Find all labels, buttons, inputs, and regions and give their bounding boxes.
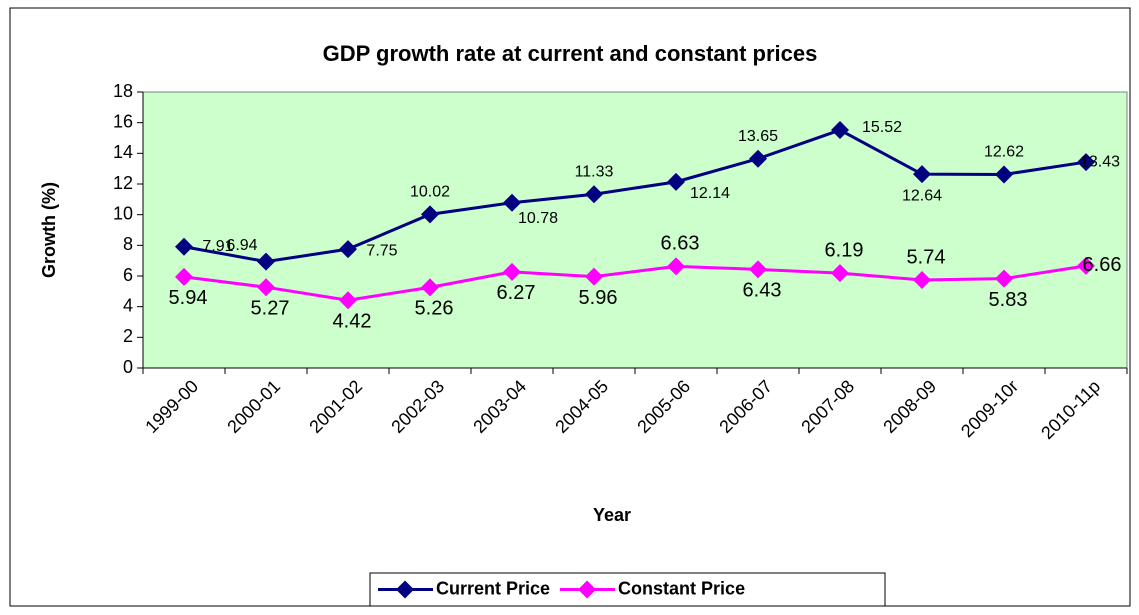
x-axis-title: Year [593,505,631,525]
point-marker [1077,153,1095,172]
point-marker [995,165,1013,184]
data-label: 6.43 [743,280,782,302]
data-label: 5.26 [415,298,454,320]
y-tick-label: 16 [113,111,133,131]
point-marker [831,121,849,140]
data-label: 6.66 [1083,254,1122,276]
point-marker [421,205,439,224]
point-marker [339,240,357,259]
point-marker [175,267,193,286]
data-label: 6.27 [497,282,536,304]
legend-label: Constant Price [618,578,745,598]
data-label: 7.91 [202,238,233,255]
y-tick-label: 14 [113,142,133,162]
y-tick-label: 8 [123,234,133,254]
y-tick-label: 0 [123,357,133,377]
data-label: 5.27 [251,297,290,319]
y-tick-label: 2 [123,326,133,346]
y-tick-label: 6 [123,265,133,285]
point-marker [585,267,603,286]
legend-marker [396,580,414,599]
data-label: 6.19 [825,239,864,261]
point-marker [503,262,521,281]
data-label: 5.94 [169,287,208,309]
point-marker [667,257,685,276]
data-label: 7.75 [366,242,397,259]
legend-label: Current Price [436,578,550,598]
data-label: 12.62 [984,144,1024,161]
data-label: 6.94 [226,237,257,254]
y-axis-title: Growth (%) [39,182,59,278]
legend-box [369,572,886,607]
point-marker [257,278,275,297]
y-tick-label: 18 [113,81,133,101]
point-marker [257,252,275,271]
y-tick-label: 12 [113,173,133,193]
point-marker [667,172,685,191]
data-label: 12.14 [690,185,730,202]
data-label: 12.64 [902,187,942,204]
data-label: 13.43 [1080,153,1120,170]
point-marker [749,260,767,279]
point-marker [995,269,1013,288]
series-line [183,264,1087,302]
point-marker [585,185,603,204]
y-tick-label: 4 [123,295,133,315]
data-label: 15.52 [862,119,902,136]
point-marker [503,193,521,212]
point-marker [339,291,357,310]
y-tick-label: 10 [113,203,133,223]
plot-area [142,91,1128,369]
data-label: 10.78 [518,210,558,227]
point-marker [913,165,931,184]
legend-marker [578,580,597,599]
data-label: 5.96 [579,287,618,309]
point-marker [1077,256,1095,275]
chart-title: GDP growth rate at current and constant … [323,41,818,66]
data-label: 5.74 [907,246,946,268]
data-label: 4.42 [333,311,372,333]
series-line [183,128,1087,264]
point-marker [749,149,767,168]
data-label: 6.63 [661,233,700,255]
data-label: 11.33 [575,163,614,180]
point-marker [421,278,439,297]
point-marker [175,237,193,256]
data-label: 5.83 [989,289,1028,311]
point-marker [913,270,931,289]
data-label: 10.02 [410,184,450,201]
point-marker [831,264,849,283]
data-label: 13.65 [738,128,778,145]
